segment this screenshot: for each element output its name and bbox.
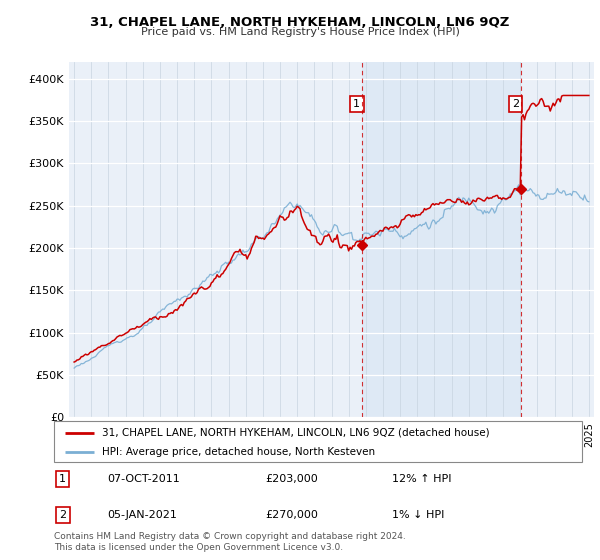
Text: Contains HM Land Registry data © Crown copyright and database right 2024.: Contains HM Land Registry data © Crown c…: [54, 532, 406, 541]
Text: 05-JAN-2021: 05-JAN-2021: [107, 510, 176, 520]
Text: £203,000: £203,000: [265, 474, 318, 484]
Text: 07-OCT-2011: 07-OCT-2011: [107, 474, 179, 484]
Text: 31, CHAPEL LANE, NORTH HYKEHAM, LINCOLN, LN6 9QZ: 31, CHAPEL LANE, NORTH HYKEHAM, LINCOLN,…: [91, 16, 509, 29]
Text: 1: 1: [59, 474, 66, 484]
Text: 1: 1: [353, 99, 360, 109]
Text: This data is licensed under the Open Government Licence v3.0.: This data is licensed under the Open Gov…: [54, 543, 343, 552]
Text: 2: 2: [59, 510, 67, 520]
Text: 12% ↑ HPI: 12% ↑ HPI: [392, 474, 451, 484]
Text: 1% ↓ HPI: 1% ↓ HPI: [392, 510, 444, 520]
Text: HPI: Average price, detached house, North Kesteven: HPI: Average price, detached house, Nort…: [101, 447, 374, 457]
Bar: [362, 62, 521, 417]
Text: 31, CHAPEL LANE, NORTH HYKEHAM, LINCOLN, LN6 9QZ (detached house): 31, CHAPEL LANE, NORTH HYKEHAM, LINCOLN,…: [101, 428, 489, 437]
Text: Price paid vs. HM Land Registry's House Price Index (HPI): Price paid vs. HM Land Registry's House …: [140, 27, 460, 37]
FancyBboxPatch shape: [54, 421, 582, 462]
Text: 2: 2: [512, 99, 519, 109]
Text: £270,000: £270,000: [265, 510, 318, 520]
